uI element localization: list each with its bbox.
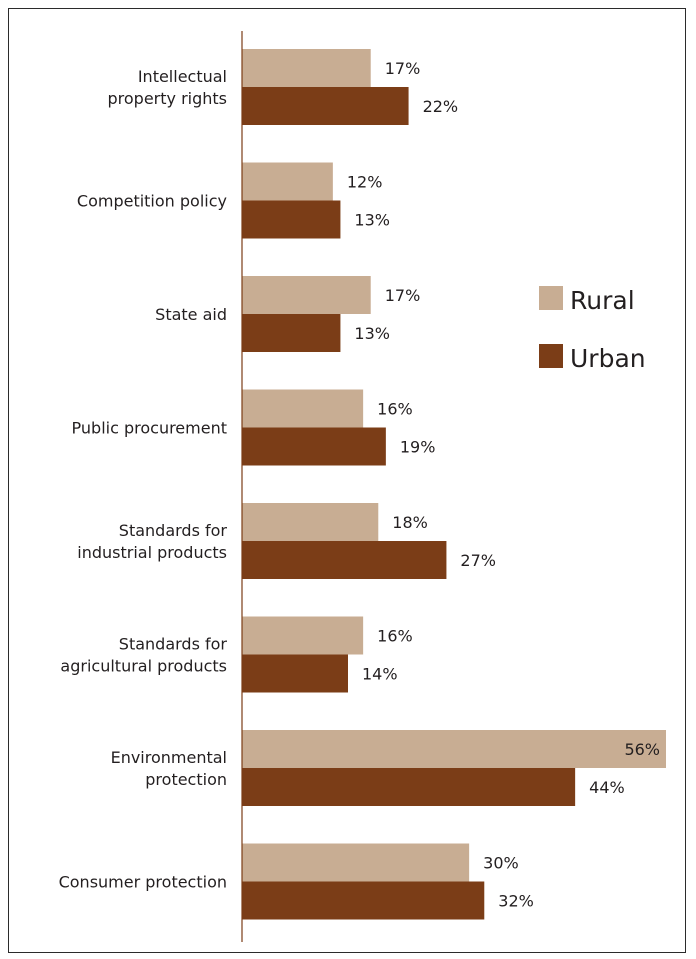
category-label-environmental-protection-line-2: protection: [145, 770, 227, 789]
bar-rural-state-aid: [242, 276, 371, 314]
legend-swatch-urban: [539, 344, 563, 368]
bar-urban-consumer-protection: [242, 881, 485, 920]
bar-urban-competition-policy: [242, 200, 341, 239]
category-label-consumer-protection: Consumer protection: [59, 873, 227, 892]
category-label-competition-policy: Competition policy: [77, 192, 227, 211]
value-label-rural-state-aid: 17%: [385, 286, 421, 305]
legend: Rural Urban: [539, 286, 646, 373]
value-label-urban-standards-for-industrial-products: 27%: [460, 551, 496, 570]
value-label-rural-standards-for-agricultural-products: 16%: [377, 627, 413, 646]
category-label-standards-for-industrial-products-line-2: industrial products: [77, 543, 227, 562]
bar-urban-environmental-protection: [242, 768, 576, 806]
value-label-urban-standards-for-agricultural-products: 14%: [362, 665, 398, 684]
bars-layer: [242, 49, 666, 920]
category-label-standards-for-agricultural-products-line-2: agricultural products: [60, 657, 227, 676]
chart-frame: 17% 22% Intellectual property rights 12% 13% C…: [8, 8, 686, 953]
bar-urban-state-aid: [242, 314, 341, 352]
bar-rural-intellectual-property-rights: [242, 49, 371, 87]
value-label-rural-environmental-protection: 56%: [624, 740, 660, 759]
category-label-intellectual-property-rights-line-1: Intellectual: [138, 67, 227, 86]
bar-urban-standards-for-agricultural-products: [242, 654, 348, 693]
bar-rural-environmental-protection: [242, 730, 666, 768]
value-label-rural-consumer-protection: 30%: [483, 854, 519, 873]
value-label-rural-competition-policy: 12%: [347, 173, 383, 192]
category-label-intellectual-property-rights-line-2: property rights: [107, 89, 227, 108]
category-label-standards-for-industrial-products-line-1: Standards for: [119, 521, 228, 540]
value-label-urban-environmental-protection: 44%: [589, 778, 625, 797]
value-label-urban-competition-policy: 13%: [354, 211, 390, 230]
bar-urban-standards-for-industrial-products: [242, 541, 447, 579]
value-label-urban-state-aid: 13%: [354, 324, 390, 343]
bar-urban-intellectual-property-rights: [242, 87, 409, 125]
bar-rural-consumer-protection: [242, 843, 470, 882]
category-label-environmental-protection-line-1: Environmental: [111, 748, 227, 767]
legend-label-rural: Rural: [570, 286, 635, 315]
value-label-urban-intellectual-property-rights: 22%: [423, 97, 459, 116]
value-label-urban-consumer-protection: 32%: [498, 892, 534, 911]
value-label-rural-public-procurement: 16%: [377, 400, 413, 419]
category-label-state-aid: State aid: [155, 305, 227, 324]
bar-rural-public-procurement: [242, 389, 364, 428]
bar-rural-competition-policy: [242, 162, 333, 201]
bar-rural-standards-for-agricultural-products: [242, 616, 364, 655]
category-label-public-procurement: Public procurement: [72, 419, 227, 438]
legend-label-urban: Urban: [570, 344, 646, 373]
bar-rural-standards-for-industrial-products: [242, 503, 379, 541]
category-label-standards-for-agricultural-products-line-1: Standards for: [119, 635, 228, 654]
legend-swatch-rural: [539, 286, 563, 310]
bar-urban-public-procurement: [242, 427, 386, 466]
value-label-rural-intellectual-property-rights: 17%: [385, 59, 421, 78]
value-label-urban-public-procurement: 19%: [400, 438, 436, 457]
value-label-rural-standards-for-industrial-products: 18%: [392, 513, 428, 532]
